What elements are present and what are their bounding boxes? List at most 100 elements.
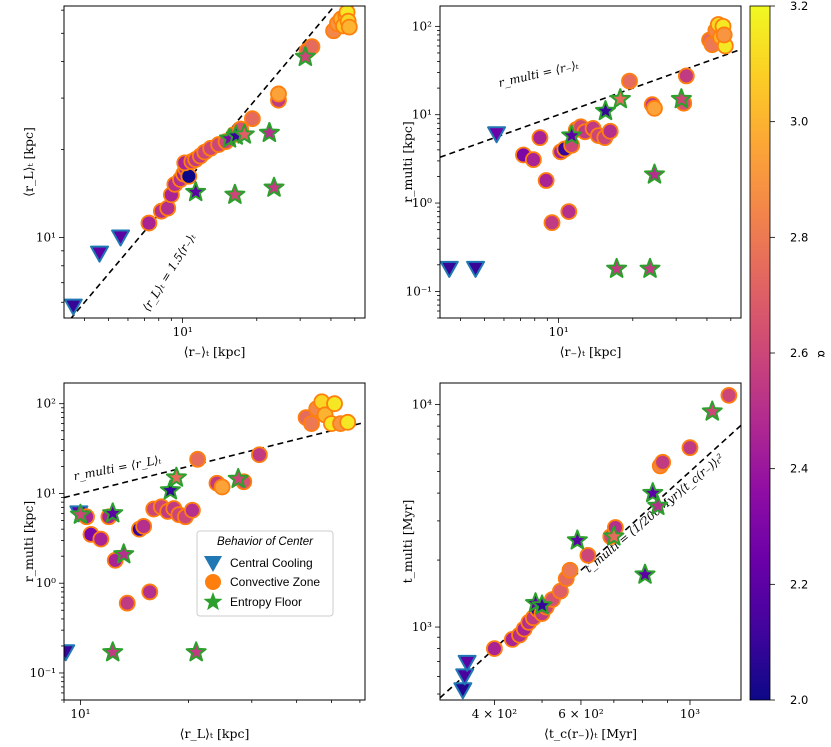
data-point-entropy-floor <box>639 257 661 278</box>
colorbar-tick-label: 2.4 <box>790 462 808 476</box>
axes-frame <box>63 382 366 701</box>
data-point-entropy-floor <box>566 529 588 550</box>
data-point-convective-zone <box>601 122 619 140</box>
data-point-entropy-floor <box>606 257 628 278</box>
data-point-entropy-floor <box>634 563 656 584</box>
y-tick-label: 10² <box>412 19 432 33</box>
axes-frame <box>439 5 742 319</box>
data-point-central-cooling <box>457 654 477 672</box>
y-axis-label: r_multi [kpc] <box>21 501 36 582</box>
data-point-convective-zone <box>141 583 159 601</box>
data-point-convective-zone <box>524 151 542 169</box>
data-point-convective-zone <box>140 214 158 232</box>
data-point-entropy-floor <box>165 466 187 487</box>
x-tick-label: 6 × 10² <box>558 707 604 721</box>
data-point-convective-zone <box>681 439 699 457</box>
reference-line <box>64 421 365 499</box>
data-point-convective-zone <box>189 450 207 468</box>
data-point-entropy-floor <box>647 495 669 516</box>
data-points <box>440 16 734 278</box>
data-point-convective-zone <box>326 395 343 413</box>
x-axis-label: ⟨r₋⟩ₜ [kpc] <box>184 344 246 359</box>
x-tick-label: 10¹ <box>173 325 193 339</box>
data-point-entropy-floor <box>185 181 207 202</box>
y-tick-label: 10⁻¹ <box>406 284 432 298</box>
triangle-down-icon <box>204 556 222 572</box>
data-point-entropy-floor <box>102 502 124 523</box>
reference-line <box>440 48 741 158</box>
x-tick-label: 4 × 10² <box>472 707 518 721</box>
axes-frame <box>439 382 742 701</box>
y-tick-label: 10⁻¹ <box>30 666 56 680</box>
data-point-convective-zone <box>646 99 663 117</box>
y-tick-label: 10³ <box>412 620 432 634</box>
data-point-convective-zone <box>621 72 638 90</box>
data-point-convective-zone <box>118 594 136 612</box>
reference-line-label: r_multi = ⟨r_L⟩ₜ <box>72 452 162 483</box>
colorbar-tick-label: 3.0 <box>790 115 808 129</box>
data-point-convective-zone <box>654 453 672 471</box>
data-point-entropy-floor <box>233 123 255 144</box>
data-point-convective-zone <box>579 546 597 564</box>
colorbar: 2.0 2.2 2.4 2.6 2.8 3.0 3.2 α <box>749 0 829 707</box>
legend-box <box>196 530 334 617</box>
colorbar-tick-label: 2.8 <box>790 230 808 244</box>
y-tick-label: 10¹ <box>36 486 56 500</box>
x-axis-label: ⟨r_L⟩ₜ [kpc] <box>180 726 250 741</box>
colorbar-label: α <box>815 350 829 358</box>
data-point-convective-zone <box>560 203 578 221</box>
data-point-entropy-floor <box>643 163 665 184</box>
data-point-convective-zone <box>339 413 357 431</box>
data-point-entropy-floor <box>531 594 553 615</box>
circle-icon <box>205 574 221 590</box>
data-point-entropy-floor <box>642 482 664 503</box>
panel-top-right: 10¹ 10⁻¹ 10⁰ 10¹ 10² r_multi = ⟨r₋⟩ₜ ⟨r₋⟩ₜ [kp… <box>400 5 742 359</box>
data-point-entropy-floor <box>594 100 617 121</box>
data-point-central-cooling <box>111 229 131 247</box>
data-point-entropy-floor <box>701 400 723 421</box>
data-point-entropy-floor <box>609 88 631 109</box>
y-axis-label: t_multi [Myr] <box>400 500 415 584</box>
data-point-entropy-floor <box>258 121 280 142</box>
data-point-convective-zone <box>135 517 153 535</box>
x-tick-label: 10¹ <box>549 325 569 339</box>
y-tick-label: 10⁰ <box>36 576 56 590</box>
reference-line-label: ⟨r_L⟩ₜ = 1.5⟨r₋⟩ₜ <box>139 230 198 313</box>
data-point-convective-zone <box>677 67 695 85</box>
data-point-central-cooling <box>90 245 110 263</box>
data-point-entropy-floor <box>561 124 583 145</box>
y-axis-label: r_multi [kpc] <box>400 121 415 202</box>
x-axis-label: ⟨t_c(r₋)⟩ₜ [Myr] <box>544 726 637 741</box>
data-point-convective-zone <box>244 110 261 128</box>
data-point-entropy-floor <box>227 467 249 489</box>
legend-entry-entropy-floor: Entropy Floor <box>203 592 302 611</box>
data-point-entropy-floor <box>185 641 207 662</box>
legend-label: Entropy Floor <box>230 595 302 609</box>
data-point-convective-zone <box>537 172 555 189</box>
data-point-entropy-floor <box>69 503 91 524</box>
data-point-convective-zone <box>561 561 579 579</box>
data-point-convective-zone <box>213 478 231 496</box>
data-point-entropy-floor <box>263 176 285 197</box>
data-points <box>64 393 357 662</box>
legend: Behavior of Center Central Cooling Conve… <box>196 530 334 617</box>
data-point-convective-zone <box>250 446 268 464</box>
colorbar-tick-label: 2.6 <box>790 346 808 360</box>
colorbar-gradient <box>749 5 771 701</box>
data-point-entropy-floor <box>670 88 692 109</box>
data-point-convective-zone <box>715 26 733 44</box>
data-points <box>453 386 738 700</box>
panel-top-left: 10¹ 10¹ ⟨r_L⟩ₜ = 1.5⟨r₋⟩ₜ ⟨r₋⟩ₜ [kpc] ⟨r_L⟩ₜ… <box>21 5 366 359</box>
colorbar-tick-label: 2.0 <box>790 693 808 707</box>
data-point-central-cooling <box>64 298 83 316</box>
y-axis-label: ⟨r_L⟩ₜ [kpc] <box>21 127 36 197</box>
colorbar-tick-label: 2.2 <box>790 577 808 591</box>
data-point-entropy-floor <box>113 543 135 564</box>
data-point-entropy-floor <box>159 479 181 500</box>
data-point-entropy-floor <box>603 525 625 546</box>
legend-entry-convective-zone: Convective Zone <box>205 574 320 590</box>
data-point-convective-zone <box>486 640 503 658</box>
y-tick-label: 10⁰ <box>412 196 432 210</box>
